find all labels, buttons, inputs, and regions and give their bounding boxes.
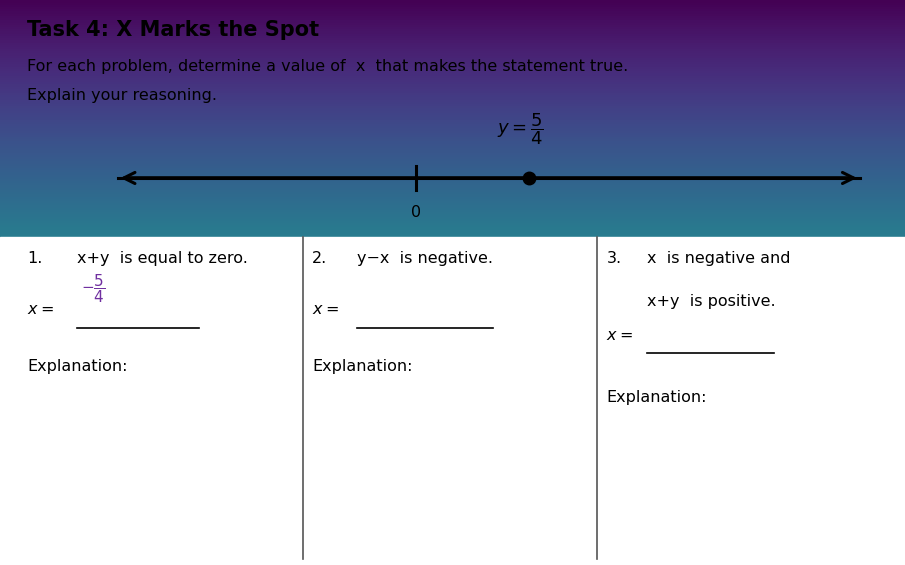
Text: Explanation:: Explanation: — [312, 359, 413, 374]
Bar — [0, 237, 905, 565]
Text: y−x  is negative.: y−x is negative. — [357, 251, 493, 267]
Text: Explanation:: Explanation: — [27, 359, 128, 374]
Text: For each problem, determine a value of  x  that makes the statement true.: For each problem, determine a value of x… — [27, 59, 628, 75]
Text: $-\dfrac{5}{4}$: $-\dfrac{5}{4}$ — [81, 272, 106, 305]
Text: Explanation:: Explanation: — [606, 390, 707, 405]
Text: x+y  is equal to zero.: x+y is equal to zero. — [77, 251, 248, 267]
Text: $x =$: $x =$ — [312, 302, 339, 318]
Text: Task 4: X Marks the Spot: Task 4: X Marks the Spot — [27, 20, 319, 40]
Text: $x =$: $x =$ — [27, 302, 54, 318]
Text: x  is negative and: x is negative and — [647, 251, 791, 267]
Text: x+y  is positive.: x+y is positive. — [647, 294, 776, 309]
Text: $y=\dfrac{5}{4}$: $y=\dfrac{5}{4}$ — [497, 111, 544, 147]
Text: 0: 0 — [411, 205, 422, 220]
Text: Explain your reasoning.: Explain your reasoning. — [27, 88, 217, 103]
Text: $x =$: $x =$ — [606, 328, 634, 343]
Text: 2.: 2. — [312, 251, 328, 267]
Text: 1.: 1. — [27, 251, 43, 267]
Text: 3.: 3. — [606, 251, 622, 267]
